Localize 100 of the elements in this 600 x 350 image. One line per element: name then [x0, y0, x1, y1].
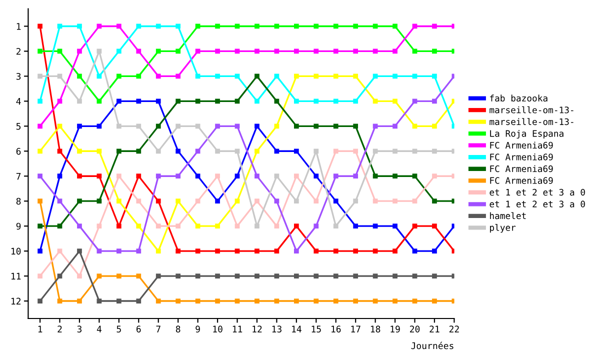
point [274, 248, 280, 254]
point [176, 24, 181, 29]
x-tick-label: 19 [390, 326, 400, 332]
point [156, 124, 161, 129]
point [274, 148, 280, 154]
point [333, 124, 338, 129]
point [77, 124, 82, 129]
point [294, 248, 299, 254]
point [77, 24, 82, 29]
point [372, 124, 378, 129]
point [392, 198, 398, 204]
point [432, 74, 437, 79]
point [57, 98, 62, 104]
point [195, 48, 200, 54]
point [57, 174, 62, 179]
point [274, 48, 280, 54]
point [195, 74, 200, 79]
point [38, 98, 42, 104]
point [116, 148, 122, 154]
point [38, 274, 42, 278]
point [294, 298, 299, 304]
point [234, 198, 240, 204]
point [412, 274, 418, 278]
x-tick-label: 12 [252, 326, 262, 332]
point [274, 298, 280, 304]
point [412, 148, 418, 154]
point [38, 198, 42, 204]
point [215, 298, 220, 304]
point [412, 174, 418, 179]
point [314, 224, 319, 229]
legend-label: La Roja Espana [490, 130, 564, 139]
point [432, 248, 437, 254]
point [314, 48, 319, 54]
point [234, 224, 240, 229]
point [353, 98, 358, 104]
point [333, 248, 338, 254]
point [412, 124, 418, 129]
point [156, 248, 161, 254]
point [372, 74, 378, 79]
point [116, 274, 122, 278]
x-tick-label: 5 [116, 326, 121, 332]
y-tick-label: 9 [16, 222, 21, 230]
point [234, 274, 240, 278]
point [234, 74, 240, 79]
point [136, 298, 142, 304]
point [372, 174, 378, 179]
point [176, 174, 181, 179]
point [116, 124, 122, 129]
x-tick-label: 8 [176, 326, 180, 332]
point [38, 174, 42, 179]
point [215, 274, 220, 278]
point [215, 174, 220, 179]
point [176, 48, 181, 54]
point [234, 98, 240, 104]
point [116, 224, 122, 229]
point [372, 224, 378, 229]
point [333, 74, 338, 79]
point [38, 124, 42, 129]
y-tick-label: 10 [11, 248, 21, 255]
x-tick-label: 17 [351, 326, 360, 332]
point [274, 74, 280, 79]
point [412, 48, 418, 54]
point [234, 298, 240, 304]
point [254, 274, 260, 278]
point [136, 248, 142, 254]
y-tick-label: 1 [16, 23, 21, 30]
point [392, 48, 398, 54]
point [96, 198, 102, 204]
point [176, 248, 181, 254]
legend-label: FC Armenia69 [490, 142, 553, 149]
point [195, 248, 200, 254]
point [333, 198, 338, 204]
point [412, 24, 418, 29]
point [156, 174, 161, 179]
legend-label: plyer [490, 224, 516, 233]
point [195, 174, 200, 179]
point [254, 148, 260, 154]
point [77, 298, 82, 304]
point [96, 174, 102, 179]
point [57, 248, 62, 254]
point [432, 274, 437, 278]
point [156, 298, 161, 304]
point [156, 224, 161, 229]
point [57, 74, 62, 79]
point [432, 198, 437, 204]
point [136, 24, 142, 29]
point [314, 24, 319, 29]
point [372, 298, 378, 304]
point [38, 224, 42, 229]
point [136, 74, 142, 79]
point [38, 24, 42, 29]
point [353, 298, 358, 304]
x-tick-label: 4 [96, 326, 102, 332]
point [57, 148, 62, 154]
point [254, 224, 260, 229]
point [116, 98, 122, 104]
point [353, 48, 358, 54]
point [294, 148, 299, 154]
point [392, 274, 398, 278]
point [294, 124, 299, 129]
